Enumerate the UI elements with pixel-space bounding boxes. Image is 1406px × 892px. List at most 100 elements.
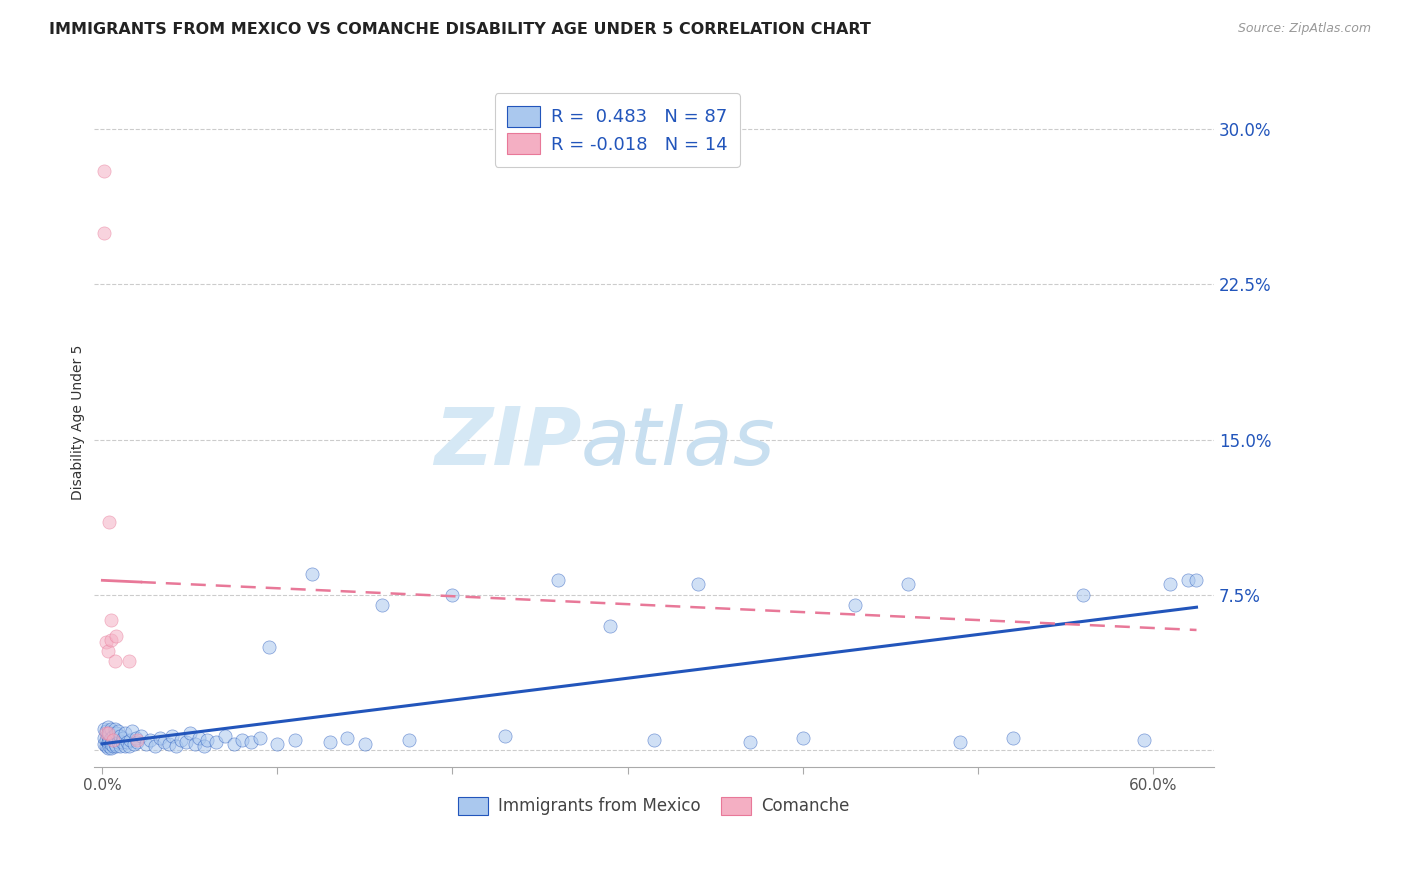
Point [195, 732, 218, 747]
Point [112, 731, 135, 745]
Point [336, 731, 359, 745]
Point [949, 735, 972, 749]
Point [494, 729, 516, 743]
Point [101, 732, 124, 747]
Point [108, 729, 131, 743]
Point [257, 640, 280, 654]
Point [107, 735, 129, 749]
Point [100, 613, 122, 627]
Point [97, 643, 120, 657]
Point [240, 735, 263, 749]
Point [792, 731, 814, 745]
Point [103, 737, 125, 751]
Point [354, 737, 377, 751]
Point [844, 598, 866, 612]
Point [152, 735, 174, 749]
Point [1159, 577, 1181, 591]
Point [120, 732, 142, 747]
Point [97, 729, 120, 743]
Point [93, 226, 115, 240]
Point [94, 724, 117, 739]
Point [547, 574, 569, 588]
Point [98, 739, 121, 753]
Point [686, 577, 709, 591]
Point [179, 726, 201, 740]
Point [98, 726, 121, 740]
Point [100, 723, 122, 737]
Point [117, 654, 139, 668]
Point [170, 732, 193, 747]
Point [249, 731, 271, 745]
Point [143, 739, 166, 753]
Point [222, 737, 245, 751]
Point [319, 735, 342, 749]
Y-axis label: Disability Age Under 5: Disability Age Under 5 [72, 344, 86, 500]
Point [231, 732, 253, 747]
Text: Source: ZipAtlas.com: Source: ZipAtlas.com [1237, 22, 1371, 36]
Point [157, 737, 180, 751]
Point [105, 739, 128, 753]
Point [117, 739, 139, 753]
Point [193, 739, 215, 753]
Point [1133, 732, 1156, 747]
Point [101, 729, 124, 743]
Point [101, 739, 124, 753]
Point [93, 737, 115, 751]
Point [93, 163, 115, 178]
Text: ZIP: ZIP [433, 404, 581, 482]
Point [897, 577, 920, 591]
Point [107, 724, 129, 739]
Point [103, 723, 125, 737]
Point [94, 732, 117, 747]
Point [398, 732, 420, 747]
Point [94, 726, 117, 740]
Point [165, 739, 187, 753]
Text: IMMIGRANTS FROM MEXICO VS COMANCHE DISABILITY AGE UNDER 5 CORRELATION CHART: IMMIGRANTS FROM MEXICO VS COMANCHE DISAB… [49, 22, 872, 37]
Point [187, 731, 209, 745]
Point [129, 729, 152, 743]
Point [103, 654, 125, 668]
Point [176, 735, 198, 749]
Point [1185, 574, 1208, 588]
Point [301, 567, 323, 582]
Point [97, 735, 120, 749]
Point [127, 735, 149, 749]
Point [371, 598, 394, 612]
Point [1071, 588, 1094, 602]
Point [105, 726, 128, 740]
Point [214, 729, 236, 743]
Text: atlas: atlas [581, 404, 776, 482]
Point [266, 737, 288, 751]
Point [1177, 574, 1199, 588]
Point [97, 720, 120, 734]
Point [97, 740, 120, 755]
Point [110, 735, 132, 749]
Point [599, 619, 621, 633]
Point [98, 516, 121, 530]
Point [105, 629, 128, 643]
Point [284, 732, 307, 747]
Point [122, 737, 145, 751]
Point [135, 737, 157, 751]
Legend: Immigrants from Mexico, Comanche: Immigrants from Mexico, Comanche [450, 789, 858, 823]
Point [93, 723, 115, 737]
Point [738, 735, 761, 749]
Point [441, 588, 464, 602]
Point [97, 726, 120, 740]
Point [1001, 731, 1024, 745]
Point [115, 735, 138, 749]
Point [100, 633, 122, 648]
Point [643, 732, 665, 747]
Point [100, 737, 122, 751]
Point [94, 739, 117, 753]
Point [162, 729, 184, 743]
Point [100, 740, 122, 755]
Point [98, 732, 121, 747]
Point [114, 726, 136, 740]
Point [94, 635, 117, 649]
Point [138, 732, 160, 747]
Point [205, 735, 228, 749]
Point [108, 739, 131, 753]
Point [103, 731, 125, 745]
Point [124, 731, 146, 745]
